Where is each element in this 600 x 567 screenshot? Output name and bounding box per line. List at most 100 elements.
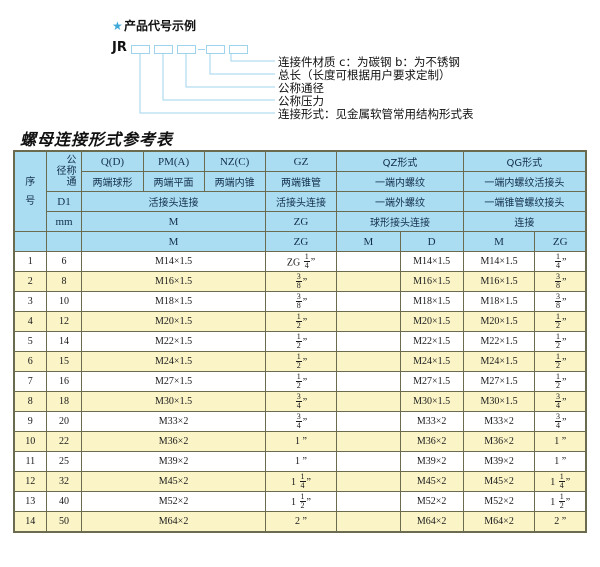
cell-qg-zg: 1 1 4”: [534, 471, 586, 492]
product-code-diagram: ★ 产品代号示例 JR 连接件材质 c：为碳钢 b：为不锈钢 总长（长度可根据用…: [0, 0, 600, 128]
cell-gz-thread: 1 ”: [264, 451, 338, 472]
cell-qz-m: [336, 371, 401, 392]
cell-qz-d: M14×1.5: [399, 251, 464, 272]
cell-qz-m: [336, 471, 401, 492]
cell-seq: 14: [14, 511, 47, 532]
header-sub-qg-m: M: [462, 231, 536, 252]
cell-nominal-d1: 50: [45, 511, 83, 532]
leader-lines: [139, 54, 275, 114]
cell-m-thread: M36×2: [81, 431, 266, 452]
cell-gz-thread: 1 2”: [264, 311, 338, 332]
cell-qg-m: M27×1.5: [462, 371, 536, 392]
cell-qz-m: [336, 291, 401, 312]
header-nominal-d1: D1: [45, 191, 83, 212]
header-group-qg: QG形式: [462, 151, 587, 172]
cell-seq: 13: [14, 491, 47, 512]
cell-nominal-d1: 16: [45, 371, 83, 392]
cell-gz-thread: ZG 1 4”: [264, 251, 338, 272]
cell-qg-zg: 3 4”: [534, 411, 586, 432]
cell-m-thread: M33×2: [81, 411, 266, 432]
cell-qg-zg: 1 2”: [534, 331, 586, 352]
code-box-3: [177, 45, 196, 54]
table-row: 10 22 M36×2 1 ” M36×2 M36×2 1 ”: [14, 431, 586, 452]
cell-qz-d: M20×1.5: [399, 311, 464, 332]
cell-qz-m: [336, 511, 401, 532]
header-row-subcols: M ZG M D M ZG: [14, 231, 586, 252]
cell-m-thread: M24×1.5: [81, 351, 266, 372]
cell-gz-thread: 1 2”: [264, 371, 338, 392]
cell-qg-m: M14×1.5: [462, 251, 536, 272]
cell-qg-m: M22×1.5: [462, 331, 536, 352]
header-row-desc3: mm M ZG 球形接头连接 连接: [15, 211, 587, 232]
star-icon: ★: [112, 19, 123, 33]
cell-qz-d: M52×2: [399, 491, 464, 512]
cell-gz-thread: 1 2”: [264, 331, 338, 352]
cell-seq: 1: [14, 251, 47, 272]
cell-seq: 10: [14, 431, 47, 452]
header-nominal-unit: mm: [45, 211, 83, 232]
cell-qg-m: M16×1.5: [462, 271, 536, 292]
cell-qg-m: M39×2: [462, 451, 536, 472]
header-row-desc2: D1 活接头连接 活接头连接 一端外螺纹 一端锥管螺纹接头: [15, 191, 587, 212]
cell-seq: 11: [14, 451, 47, 472]
header-sub-zg-gz: ZG: [264, 211, 338, 232]
cell-qg-m: M33×2: [462, 411, 536, 432]
cell-nominal-d1: 12: [45, 311, 83, 332]
cell-qg-zg: 1 2”: [534, 311, 586, 332]
note-connection-type: 连接形式：见金属软管常用结构形式表: [278, 107, 474, 121]
header-sub-m-left: M: [81, 211, 266, 232]
table-row: 7 16 M27×1.5 1 2” M27×1.5 M27×1.5 1 2”: [14, 371, 586, 392]
cell-qz-d: M45×2: [399, 471, 464, 492]
cell-seq: 2: [14, 271, 47, 292]
cell-seq: 6: [14, 351, 47, 372]
cell-nominal-d1: 22: [45, 431, 83, 452]
cell-qz-m: [336, 411, 401, 432]
cell-qz-m: [336, 331, 401, 352]
table-row: 5 14 M22×1.5 1 2” M22×1.5 M22×1.5 1 2”: [14, 331, 586, 352]
cell-gz-thread: 1 2”: [264, 351, 338, 372]
cell-qg-zg: 3 8”: [534, 291, 586, 312]
cell-seq: 9: [14, 411, 47, 432]
table-row: 14 50 M64×2 2 ” M64×2 M64×2 2 ”: [14, 511, 586, 532]
table-header: 序 号 公称通径 Q(D) PM(A) NZ(C) GZ QZ形式 QG形式 两…: [14, 151, 587, 252]
cell-qg-zg: 2 ”: [534, 511, 586, 532]
cell-m-thread: M30×1.5: [81, 391, 266, 412]
cell-qz-m: [336, 431, 401, 452]
cell-nominal-d1: 20: [45, 411, 83, 432]
cell-m-thread: M16×1.5: [81, 271, 266, 292]
cell-qg-zg: 1 2”: [534, 371, 586, 392]
cell-gz-thread: 1 1 4”: [264, 471, 338, 492]
header-seq-line2: 号: [25, 195, 36, 207]
cell-gz-thread: 3 4”: [264, 391, 338, 412]
cell-seq: 12: [14, 471, 47, 492]
table-body: 1 6 M14×1.5 ZG 1 4” M14×1.5 M14×1.5 1 4” 2 8 M16×1.…: [14, 251, 586, 532]
header-spacer-seq: [14, 231, 47, 252]
header-desc-nzc: 两端内锥: [203, 171, 266, 192]
cell-gz-thread: 3 8”: [264, 271, 338, 292]
cell-qz-m: [336, 491, 401, 512]
cell-gz-thread: 1 ”: [264, 431, 338, 452]
cell-qg-zg: 3 4”: [534, 391, 586, 412]
cell-qg-m: M30×1.5: [462, 391, 536, 412]
header-row-desc1: 两端球形 两端平面 两端内锥 两端锥管 一端内螺纹 一端内螺纹活接头: [15, 171, 587, 192]
cell-nominal-d1: 15: [45, 351, 83, 372]
header-group-gz: GZ: [264, 151, 338, 172]
code-dash: [198, 49, 205, 50]
header-desc-qg-2: 一端锥管螺纹接头: [462, 191, 587, 212]
cell-m-thread: M14×1.5: [81, 251, 266, 272]
cell-qz-d: M64×2: [399, 511, 464, 532]
cell-m-thread: M22×1.5: [81, 331, 266, 352]
cell-nominal-d1: 8: [45, 271, 83, 292]
note-connector-material: 连接件材质 c：为碳钢 b：为不锈钢: [278, 55, 460, 69]
cell-qz-d: M33×2: [399, 411, 464, 432]
header-row-codes: 序 号 公称通径 Q(D) PM(A) NZ(C) GZ QZ形式 QG形式: [14, 151, 587, 232]
cell-nominal-d1: 14: [45, 331, 83, 352]
header-group-qz: QZ形式: [336, 151, 464, 172]
header-group-pma: PM(A): [142, 151, 205, 172]
cell-qz-m: [336, 351, 401, 372]
cell-seq: 3: [14, 291, 47, 312]
cell-qg-zg: 1 1 2”: [534, 491, 586, 512]
cell-m-thread: M18×1.5: [81, 291, 266, 312]
nut-connection-spec-table: 序 号 公称通径 Q(D) PM(A) NZ(C) GZ QZ形式 QG形式 两…: [14, 151, 587, 532]
header-union-connection: 活接头连接: [81, 191, 266, 212]
